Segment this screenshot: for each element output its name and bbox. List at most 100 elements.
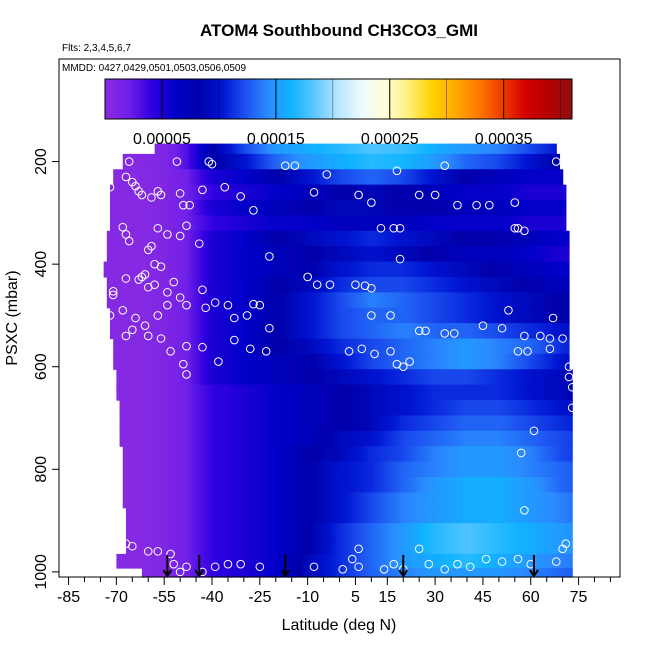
heatmap-cell xyxy=(154,200,159,217)
heatmap-cell xyxy=(135,200,140,217)
heatmap-cell xyxy=(282,276,286,293)
heatmap-cell xyxy=(400,307,404,324)
heatmap-cell xyxy=(396,553,401,569)
heatmap-cell xyxy=(141,553,146,569)
heatmap-cell xyxy=(486,230,490,247)
heatmap-cell xyxy=(508,476,513,493)
heatmap-cell xyxy=(431,523,436,540)
heatmap-cell xyxy=(310,384,315,401)
heatmap-cell xyxy=(435,169,439,186)
heatmap-cell xyxy=(527,538,532,555)
heatmap-cell xyxy=(183,446,188,463)
heatmap-cell xyxy=(278,143,283,155)
heatmap-cell xyxy=(320,400,325,417)
heatmap-cell xyxy=(425,384,430,401)
heatmap-cell xyxy=(189,169,194,186)
x-tick-label: 5 xyxy=(351,589,360,606)
heatmap-cell xyxy=(390,353,395,370)
heatmap-cell xyxy=(380,553,385,569)
x-tick-label: -10 xyxy=(296,589,319,606)
heatmap-cell xyxy=(307,200,312,217)
heatmap-cell xyxy=(269,338,274,355)
heatmap-cell xyxy=(253,415,258,432)
heatmap-cell xyxy=(215,507,219,524)
heatmap-cell xyxy=(435,261,439,278)
heatmap-cell xyxy=(498,400,503,417)
heatmap-cell xyxy=(294,184,299,201)
heatmap-cell xyxy=(272,261,277,278)
heatmap-cell xyxy=(141,415,146,432)
heatmap-cell xyxy=(502,200,506,217)
heatmap-cell xyxy=(116,353,121,370)
heatmap-cell xyxy=(457,476,462,493)
observation-point xyxy=(89,326,99,336)
heatmap-cell xyxy=(310,143,315,155)
heatmap-cell xyxy=(565,538,570,555)
heatmap-cell xyxy=(161,523,165,540)
heatmap-cell xyxy=(476,430,481,447)
heatmap-cell xyxy=(553,307,557,324)
heatmap-cell xyxy=(419,246,423,263)
heatmap-cell xyxy=(218,538,223,555)
heatmap-cell xyxy=(132,446,137,463)
heatmap-cell xyxy=(540,568,545,578)
heatmap-cell xyxy=(435,292,439,309)
heatmap-cell xyxy=(304,246,309,263)
heatmap-cell xyxy=(345,492,350,509)
heatmap-cell xyxy=(505,276,510,293)
heatmap-cell xyxy=(390,338,395,355)
heatmap-cell xyxy=(231,246,235,263)
heatmap-cell xyxy=(186,338,191,355)
heatmap-cell xyxy=(135,400,140,417)
heatmap-cell xyxy=(502,143,506,155)
heatmap-cell xyxy=(530,292,535,309)
heatmap-cell xyxy=(361,353,366,370)
heatmap-cell xyxy=(352,492,357,509)
heatmap-cell xyxy=(263,323,267,340)
heatmap-cell xyxy=(540,384,545,401)
heatmap-cell xyxy=(196,276,200,293)
heatmap-cell xyxy=(492,323,497,340)
heatmap-cell xyxy=(122,400,127,417)
heatmap-cell xyxy=(314,323,318,340)
heatmap-cell xyxy=(231,384,235,401)
heatmap-cell xyxy=(161,200,165,217)
heatmap-cell xyxy=(215,384,219,401)
heatmap-cell xyxy=(208,400,213,417)
heatmap-cell xyxy=(173,246,178,263)
heatmap-cell xyxy=(380,492,385,509)
heatmap-cell xyxy=(419,261,423,278)
heatmap-cell xyxy=(138,553,143,569)
heatmap-cell xyxy=(119,553,124,569)
heatmap-cell xyxy=(438,323,443,340)
heatmap-cell xyxy=(438,538,443,555)
heatmap-cell xyxy=(454,353,459,370)
heatmap-cell xyxy=(154,323,159,340)
heatmap-cell xyxy=(540,369,545,386)
heatmap-cell xyxy=(269,476,274,493)
heatmap-cell xyxy=(167,369,172,386)
heatmap-cell xyxy=(505,523,510,540)
heatmap-cell xyxy=(444,246,449,263)
heatmap-cell xyxy=(521,169,525,186)
heatmap-cell xyxy=(540,200,545,217)
observation-point xyxy=(481,554,491,564)
heatmap-cell xyxy=(253,143,258,155)
heatmap-cell xyxy=(419,230,423,247)
heatmap-cell xyxy=(151,200,156,217)
heatmap-cell xyxy=(384,384,388,401)
heatmap-cell xyxy=(492,553,497,569)
heatmap-cell xyxy=(263,507,267,524)
heatmap-cell xyxy=(368,523,372,540)
heatmap-cell xyxy=(470,446,474,463)
heatmap-cell xyxy=(508,261,513,278)
heatmap-cell xyxy=(518,430,522,447)
heatmap-cell xyxy=(218,153,223,170)
heatmap-cell xyxy=(556,169,561,186)
heatmap-cell xyxy=(125,400,130,417)
heatmap-cell xyxy=(467,492,471,509)
heatmap-cell xyxy=(502,538,506,555)
heatmap-cell xyxy=(164,553,168,569)
heatmap-cell xyxy=(358,400,363,417)
heatmap-cell xyxy=(227,143,232,155)
